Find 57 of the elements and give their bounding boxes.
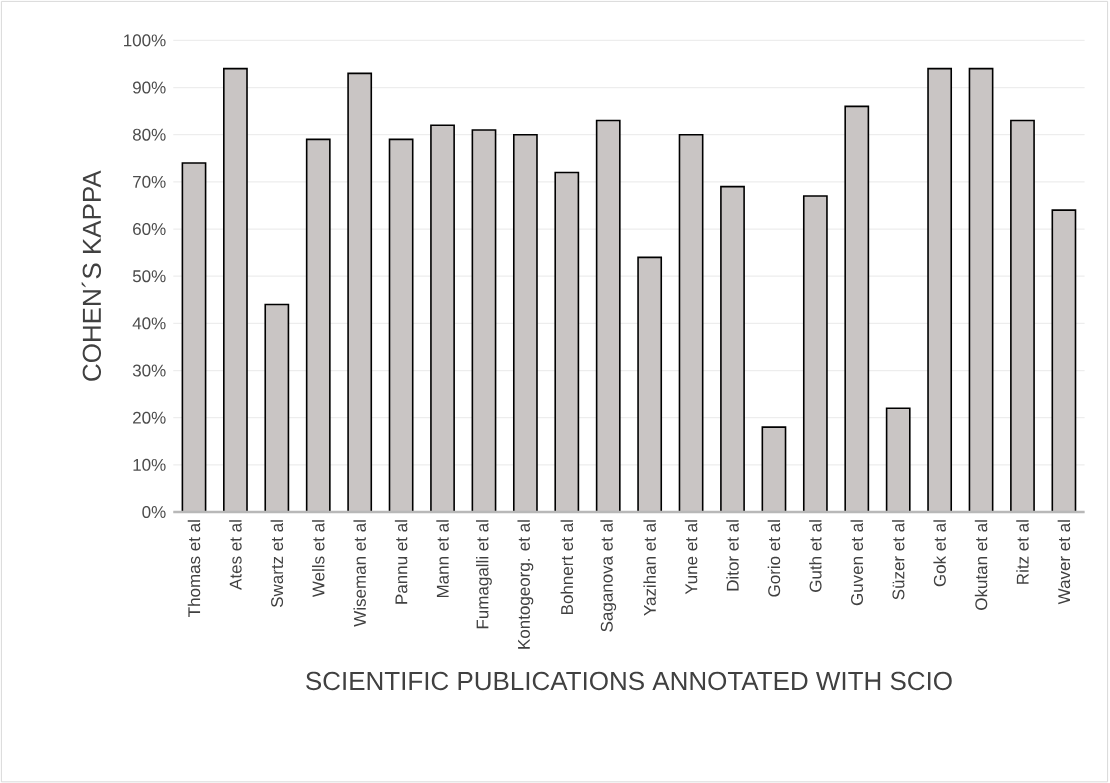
bar: [968, 67, 994, 513]
bar: [305, 138, 331, 513]
bar: [637, 256, 663, 513]
y-tick-label: 50%: [132, 270, 166, 283]
x-tick-label: Bohnert et al: [560, 520, 574, 614]
bar: [347, 72, 373, 513]
x-tick-label: Ritz et al: [1016, 520, 1029, 584]
y-tick-label: 0%: [142, 505, 166, 518]
bar: [512, 133, 538, 513]
y-tick-label: 90%: [133, 81, 166, 94]
bar: [430, 124, 455, 513]
y-tick-label: 80%: [132, 128, 166, 141]
bar: [927, 67, 953, 513]
x-tick-label: Waver et al: [1057, 520, 1071, 605]
x-tick-label: Yazihan et al: [643, 520, 656, 616]
x-tick-label: Yune et al: [684, 520, 698, 595]
y-tick-label: 10%: [133, 458, 166, 471]
bar: [802, 195, 828, 513]
x-tick-label: Ates et al: [229, 520, 242, 590]
y-tick-label: 30%: [132, 364, 166, 377]
bar: [761, 426, 787, 513]
x-tick-label: Swartz et al: [270, 520, 284, 607]
y-tick-label: 60%: [133, 222, 166, 235]
x-tick-label: Okutan et al: [974, 520, 988, 610]
x-tick-label: Ditor et al: [726, 520, 739, 591]
x-tick-label: Wiseman et al: [353, 520, 366, 627]
x-tick-label: Fumagalli et al: [476, 520, 492, 629]
bar: [720, 185, 745, 513]
x-tick-label: Guven et al: [850, 520, 864, 606]
bar: [471, 129, 497, 513]
bar: [181, 162, 207, 513]
bar: [554, 171, 580, 513]
bar: [264, 303, 290, 513]
y-tick-label: 40%: [132, 317, 166, 330]
x-tick-label: Mann et al: [436, 520, 449, 597]
x-tick-label: Thomas et al: [187, 520, 201, 617]
y-tick-label: 70%: [133, 175, 166, 188]
x-axis-title: SCIENTIFIC PUBLICATIONS ANNOTATED WITH SCIO: [306, 671, 952, 691]
x-tick-label: Kontogeorg. et al: [517, 520, 534, 649]
y-tick-label: 100%: [124, 34, 166, 47]
x-tick-label: Wells et al: [312, 520, 325, 597]
x-tick-label: Saganova et al: [600, 520, 617, 632]
bar: [678, 133, 704, 513]
y-axis-title: COHEN´S KAPPA: [81, 170, 102, 381]
bar: [1010, 119, 1035, 513]
bar: [844, 105, 870, 513]
bar: [388, 138, 414, 513]
x-tick-label: Süzer et al: [891, 520, 905, 600]
bar: [595, 119, 621, 513]
x-tick-label: Pannu et al: [394, 520, 408, 604]
x-tick-label: Gok et al: [933, 520, 946, 587]
bar: [223, 67, 248, 513]
bar: [1051, 209, 1077, 513]
y-tick-label: 20%: [133, 411, 166, 424]
x-tick-label: Gorio et al: [767, 520, 781, 597]
bar: [885, 407, 911, 513]
x-tick-label: Guth et al: [809, 520, 822, 592]
